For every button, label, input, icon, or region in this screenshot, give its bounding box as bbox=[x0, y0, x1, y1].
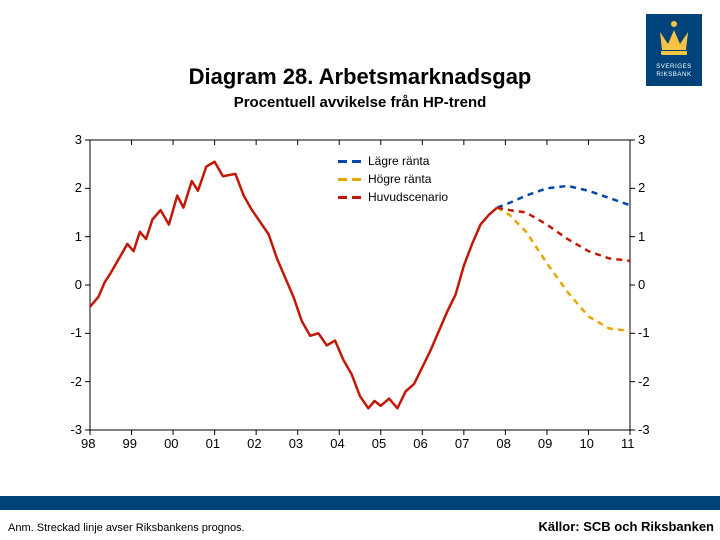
x-tick-label: 03 bbox=[289, 436, 303, 451]
y-tick-label-right: 0 bbox=[638, 277, 645, 292]
page-title: Diagram 28. Arbetsmarknadsgap bbox=[0, 64, 720, 90]
footnote-left: Anm. Streckad linje avser Riksbankens pr… bbox=[8, 522, 245, 534]
page-subtitle: Procentuell avvikelse från HP-trend bbox=[0, 94, 720, 111]
y-tick-label-right: 1 bbox=[638, 229, 645, 244]
y-tick-label-left: 3 bbox=[75, 132, 82, 147]
legend-label: Högre ränta bbox=[368, 172, 431, 186]
footnote-right: Källor: SCB och Riksbanken bbox=[538, 519, 714, 534]
x-tick-label: 01 bbox=[206, 436, 220, 451]
legend-swatch bbox=[338, 178, 362, 181]
x-tick-label: 09 bbox=[538, 436, 552, 451]
y-tick-label-left: 0 bbox=[75, 277, 82, 292]
x-tick-label: 08 bbox=[496, 436, 510, 451]
y-tick-label-right: 3 bbox=[638, 132, 645, 147]
x-tick-label: 99 bbox=[123, 436, 137, 451]
x-tick-label: 06 bbox=[413, 436, 427, 451]
chart: Lägre ränta Högre ränta Huvudscenario 98 99… bbox=[60, 130, 660, 455]
legend-label: Huvudscenario bbox=[368, 190, 448, 204]
y-tick-label-right: 2 bbox=[638, 180, 645, 195]
y-tick-label-right: -1 bbox=[638, 325, 650, 340]
legend-swatch bbox=[338, 160, 362, 163]
y-tick-label-right: -2 bbox=[638, 374, 650, 389]
x-tick-label: 07 bbox=[455, 436, 469, 451]
x-tick-label: 11 bbox=[621, 436, 635, 451]
slide-root: SVERIGES RIKSBANK Diagram 28. Arbetsmark… bbox=[0, 0, 720, 540]
legend-item-lagre: Lägre ränta bbox=[338, 152, 448, 170]
y-tick-label-left: 2 bbox=[75, 180, 82, 195]
x-tick-label: 04 bbox=[330, 436, 344, 451]
accent-bar bbox=[0, 496, 720, 510]
x-tick-label: 00 bbox=[164, 436, 178, 451]
y-tick-label-left: -2 bbox=[70, 374, 82, 389]
y-tick-label-left: -3 bbox=[70, 422, 82, 437]
x-tick-label: 98 bbox=[81, 436, 95, 451]
legend-label: Lägre ränta bbox=[368, 154, 429, 168]
x-tick-label: 02 bbox=[247, 436, 261, 451]
y-tick-label-left: -1 bbox=[70, 325, 82, 340]
legend-item-huvud: Huvudscenario bbox=[338, 188, 448, 206]
x-tick-label: 10 bbox=[579, 436, 593, 451]
legend-swatch bbox=[338, 196, 362, 199]
x-tick-label: 05 bbox=[372, 436, 386, 451]
y-tick-label-right: -3 bbox=[638, 422, 650, 437]
legend: Lägre ränta Högre ränta Huvudscenario bbox=[338, 152, 448, 206]
y-tick-label-left: 1 bbox=[75, 229, 82, 244]
legend-item-hogre: Högre ränta bbox=[338, 170, 448, 188]
